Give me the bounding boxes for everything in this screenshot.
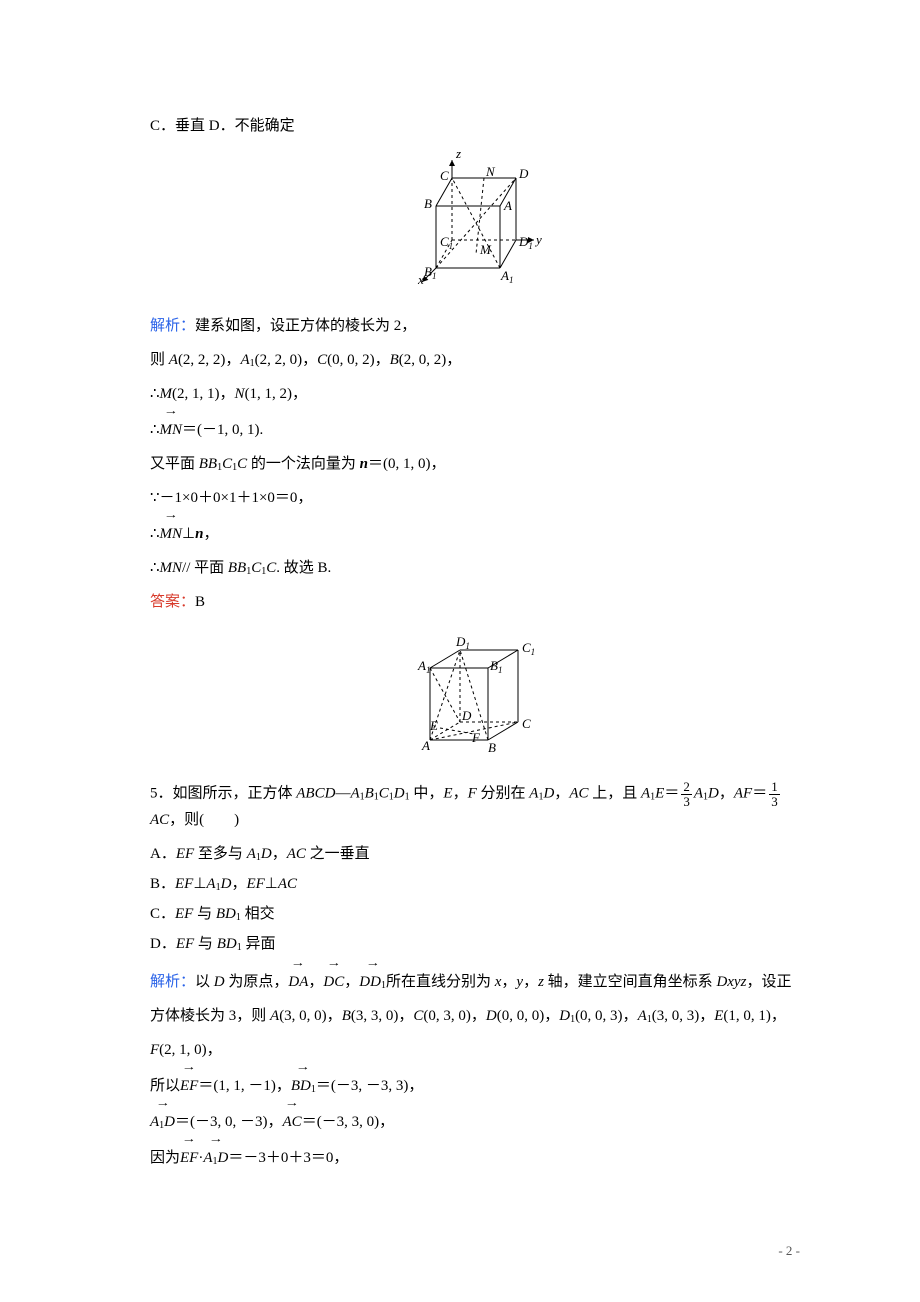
vector-dc: DC [323,968,344,994]
fraction-1-3: 13 [769,780,780,808]
vector-ac: AC [283,1108,302,1134]
analysis-line-1: 解析：建系如图，设正方体的棱长为 2， [150,314,800,338]
svg-text:A: A [421,738,430,753]
vector-bd1: BD1 [291,1072,316,1098]
svg-text:B: B [424,196,432,211]
vector-dd1: DD1 [359,968,386,994]
analysis-label-2: 解析： [150,974,195,990]
solution-line-6: 因为EF·A1D＝－3＋0＋3＝0， [150,1144,800,1170]
solution-line-5: A1D＝(－3, 0, －3)，AC＝(－3, 3, 0)， [150,1108,800,1134]
svg-text:D1: D1 [518,234,533,251]
svg-text:A1: A1 [417,658,430,675]
figure-2: ABCDA1B1C1D1EF [400,624,550,754]
svg-text:B: B [488,740,496,754]
svg-text:C1: C1 [522,640,535,657]
answer-label: 答案： [150,594,195,610]
svg-text:x: x [417,272,424,287]
analysis-line-8: ∴MN// 平面 BB1C1C. 故选 B. [150,556,800,580]
svg-text:A1: A1 [500,268,513,285]
answer-line: 答案：B [150,590,800,614]
vector-a1d-2: A1D [203,1144,228,1170]
svg-text:D: D [461,708,472,723]
svg-text:C: C [522,716,531,731]
vector-da: DA [288,968,308,994]
analysis-line-5: 又平面 BB1C1C 的一个法向量为 n＝(0, 1, 0)， [150,452,800,476]
svg-text:D: D [518,166,529,181]
analysis-line-4: ∴MN＝(－1, 0, 1). [150,416,800,442]
analysis-label: 解析： [150,318,195,334]
svg-text:N: N [485,164,496,179]
figure-2-wrap: ABCDA1B1C1D1EF [150,624,800,762]
option-b: B．EF⊥A1D，EF⊥AC [150,872,800,896]
vector-ef-2: EF [180,1144,198,1170]
svg-text:D1: D1 [455,634,470,651]
svg-text:y: y [534,232,542,247]
solution-line-1: 解析：以 D 为原点，DA，DC，DD1所在直线分别为 x，y，z 轴，建立空间… [150,968,800,994]
vector-a1d: A1D [150,1108,175,1134]
solution-line-4: 所以EF＝(1, 1, －1)，BD1＝(－3, －3, 3)， [150,1072,800,1098]
svg-text:z: z [455,148,461,161]
svg-text:B1: B1 [424,264,436,281]
option-c: C．EF 与 BD1 相交 [150,902,800,926]
p1: 建系如图，设正方体的棱长为 2， [195,318,416,334]
solution-line-3: F(2, 1, 0)， [150,1038,800,1062]
vector-mn-2: MN [160,520,183,546]
analysis-line-2: 则 A(2, 2, 2)，A1(2, 2, 0)，C(0, 0, 2)，B(2,… [150,348,800,372]
figure-1: x y z B1 A1 C1 D1 B A C D M N [400,148,550,288]
vector-mn: MN [160,416,183,442]
svg-text:E: E [429,718,438,733]
option-a: A．EF 至多与 A1D，AC 之一垂直 [150,842,800,866]
top-options: C．垂直 D．不能确定 [150,114,800,138]
option-d: D．EF 与 BD1 异面 [150,932,800,956]
analysis-line-6: ∵－1×0＋0×1＋1×0＝0， [150,486,800,510]
fraction-2-3: 23 [681,780,692,808]
analysis-line-7: ∴MN⊥n， [150,520,800,546]
svg-text:M: M [479,242,492,257]
vector-ef: EF [180,1072,198,1098]
question-5: 5．如图所示，正方体 ABCD—A1B1C1D1 中，E，F 分别在 A1D，A… [150,780,800,832]
svg-text:A: A [503,198,512,213]
svg-text:C: C [440,168,449,183]
svg-text:F: F [471,730,481,745]
page-number: - 2 - [778,1241,800,1262]
solution-line-2: 方体棱长为 3，则 A(3, 0, 0)，B(3, 3, 0)，C(0, 3, … [150,1004,800,1028]
analysis-line-3: ∴M(2, 1, 1)，N(1, 1, 2)， [150,382,800,406]
svg-text:C1: C1 [440,234,453,251]
figure-1-wrap: x y z B1 A1 C1 D1 B A C D M N [150,148,800,296]
